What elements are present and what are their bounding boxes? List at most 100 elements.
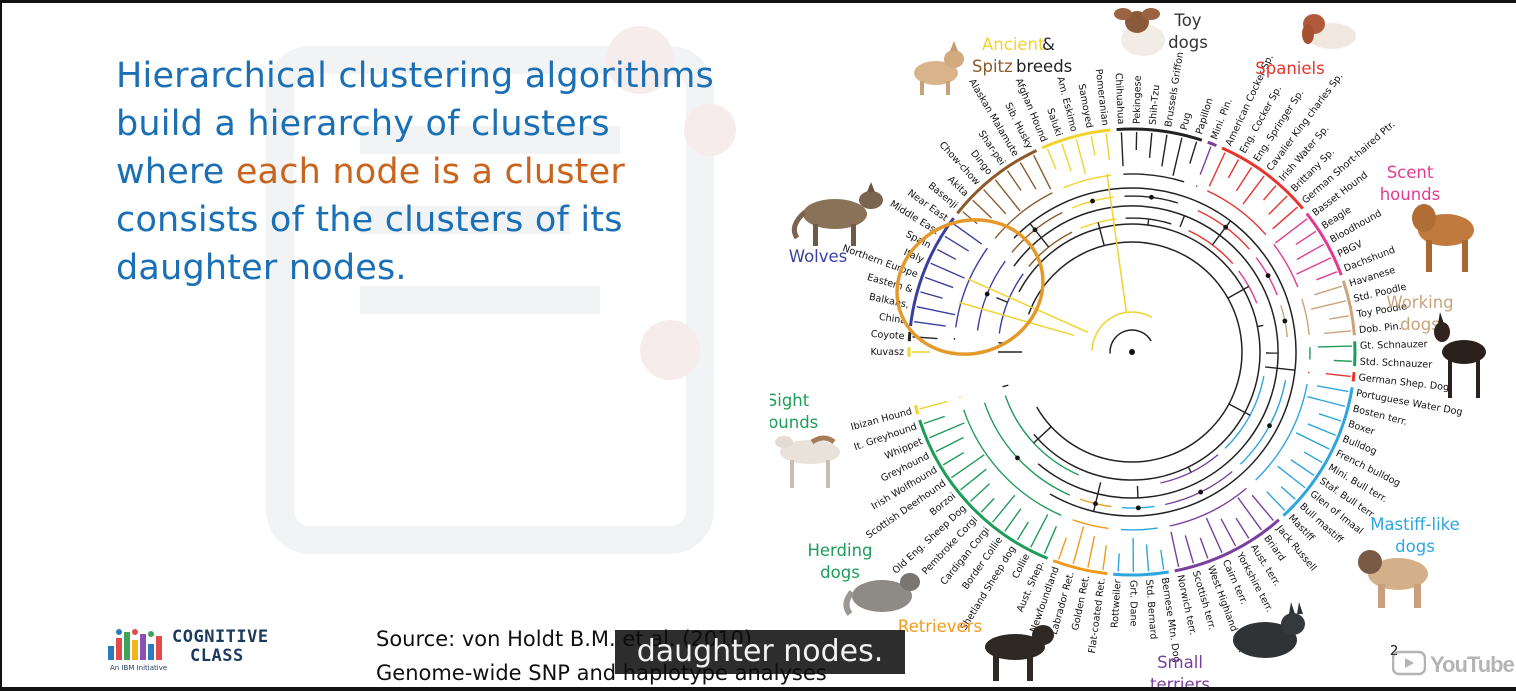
leaf-branch xyxy=(952,223,983,245)
background-watermark xyxy=(266,26,736,554)
leaf-branch xyxy=(1087,536,1096,568)
group-label-retrievers: Retrievers xyxy=(898,617,982,636)
collie-image xyxy=(843,573,920,616)
cluster-arc xyxy=(1072,519,1109,530)
cluster-arc xyxy=(1123,173,1185,183)
inner-arc xyxy=(1013,187,1297,517)
doberman-image xyxy=(1434,312,1486,398)
cluster-ring-segment xyxy=(1052,559,1108,576)
trunk-branch xyxy=(1033,426,1052,444)
leaf-branch xyxy=(1235,166,1253,192)
youtube-wordmark: YouTube xyxy=(1430,652,1515,677)
trunk-branch xyxy=(1228,403,1251,416)
leaf-branch xyxy=(1184,535,1195,564)
leaf-branch xyxy=(969,483,991,502)
leaf-branch xyxy=(1117,553,1120,572)
leaf-branch xyxy=(1019,162,1037,190)
leaf-branch xyxy=(1296,243,1325,261)
spitz-dog-image xyxy=(914,41,964,95)
node-dot xyxy=(1267,423,1272,429)
cluster-arc xyxy=(963,409,1062,516)
cluster-ring-segment xyxy=(1351,371,1356,382)
breed-label: Flat-coated Ret. xyxy=(1087,577,1108,654)
leaf-branch xyxy=(1280,486,1296,500)
wolves-highlight-oval xyxy=(895,218,1045,356)
leaf-branch xyxy=(1266,491,1286,511)
trunk-branch xyxy=(1092,482,1102,512)
bloodhound-image xyxy=(1412,204,1474,272)
leaf-branch xyxy=(916,305,956,316)
leaf-branch xyxy=(1227,159,1240,179)
logo-line-2: CLASS xyxy=(190,646,244,666)
leaf-branch xyxy=(920,291,943,299)
ancient-arc xyxy=(1091,311,1153,351)
youtube-watermark[interactable]: YouTube xyxy=(1391,650,1515,678)
slide-body-text: Hierarchical clustering algorithms build… xyxy=(116,52,716,292)
leaf-branch xyxy=(1004,508,1022,532)
cluster-arc xyxy=(1273,243,1299,288)
cluster-ring-segment xyxy=(1174,518,1280,573)
cluster-ring-segment xyxy=(907,331,912,342)
breed-label: Kuvasz xyxy=(871,347,904,358)
breed-label: Chihuahua xyxy=(1113,73,1126,125)
leaf-branch xyxy=(1295,432,1330,450)
leaf-branch xyxy=(1317,345,1352,348)
frame-top-border xyxy=(0,0,1516,3)
papillon-dog-image xyxy=(1114,8,1165,56)
cluster-arc xyxy=(1164,470,1233,506)
trunk-branch xyxy=(996,297,1008,303)
cluster-arc xyxy=(1188,229,1234,265)
cluster-arc xyxy=(1120,527,1158,531)
leaf-branch xyxy=(929,422,965,439)
breed-label: Samoyed xyxy=(1076,83,1095,129)
leaf-branch xyxy=(1160,549,1165,570)
spaniel-dog-image xyxy=(1302,14,1356,49)
leaf-branch xyxy=(1208,152,1226,187)
leaf-branch xyxy=(980,497,995,513)
cluster-arc xyxy=(955,247,988,328)
body-text-part-3: consists of the clusters of its daughter… xyxy=(116,200,623,288)
root-node-dot xyxy=(1129,349,1135,355)
breed-label: Boxer xyxy=(1347,419,1377,438)
breed-label: Pekingese xyxy=(1132,75,1144,124)
breed-label: Grt. Dane xyxy=(1127,580,1138,627)
group-label-herding: Herding xyxy=(807,541,872,560)
cluster-ring-segment xyxy=(909,217,955,327)
cluster-ring-segment xyxy=(1113,570,1169,577)
root-arc xyxy=(1109,329,1152,354)
leaf-branch xyxy=(1333,359,1352,362)
leaf-branch xyxy=(1161,134,1168,167)
leaf-branch xyxy=(1220,518,1237,547)
leaf-branch xyxy=(1303,451,1323,464)
youtube-play-icon xyxy=(1391,650,1427,676)
cluster-ring-segment xyxy=(1341,280,1356,336)
node-dot xyxy=(1149,194,1154,200)
borzoi-image xyxy=(775,435,840,488)
group-label-mastiff-like-line2: dogs xyxy=(1395,537,1435,556)
cluster-ring-segment xyxy=(1221,146,1304,210)
group-label-toy-line2: dogs xyxy=(1168,33,1208,52)
logo-tagline: An IBM Initiative xyxy=(110,664,168,672)
group-label-herding-line2: dogs xyxy=(820,563,860,582)
cluster-arc xyxy=(1169,487,1247,527)
leaf-branch xyxy=(1277,465,1306,489)
leaf-branch xyxy=(1148,132,1153,158)
frame-left-border xyxy=(0,0,2,691)
trunk-branch xyxy=(1179,215,1186,228)
cluster-ring-segment xyxy=(1305,212,1343,276)
mastiff-image xyxy=(1358,550,1428,608)
breed-label: Pug xyxy=(1179,111,1194,131)
cluster-arc xyxy=(1206,190,1267,236)
leaf-branch xyxy=(1237,497,1262,531)
node-dot xyxy=(1090,198,1095,204)
group-label-spaniels: Spaniels xyxy=(1255,59,1324,78)
logo-wordmark: COGNITIVE CLASS xyxy=(172,628,269,666)
inner-arc xyxy=(1018,223,1261,481)
leaf-branch xyxy=(914,320,946,327)
cluster-arc xyxy=(1255,383,1308,481)
leaf-branch xyxy=(1296,257,1332,275)
leaf-branch xyxy=(1307,396,1346,408)
leaf-branch xyxy=(960,468,987,491)
inner-arc xyxy=(1013,205,1279,499)
